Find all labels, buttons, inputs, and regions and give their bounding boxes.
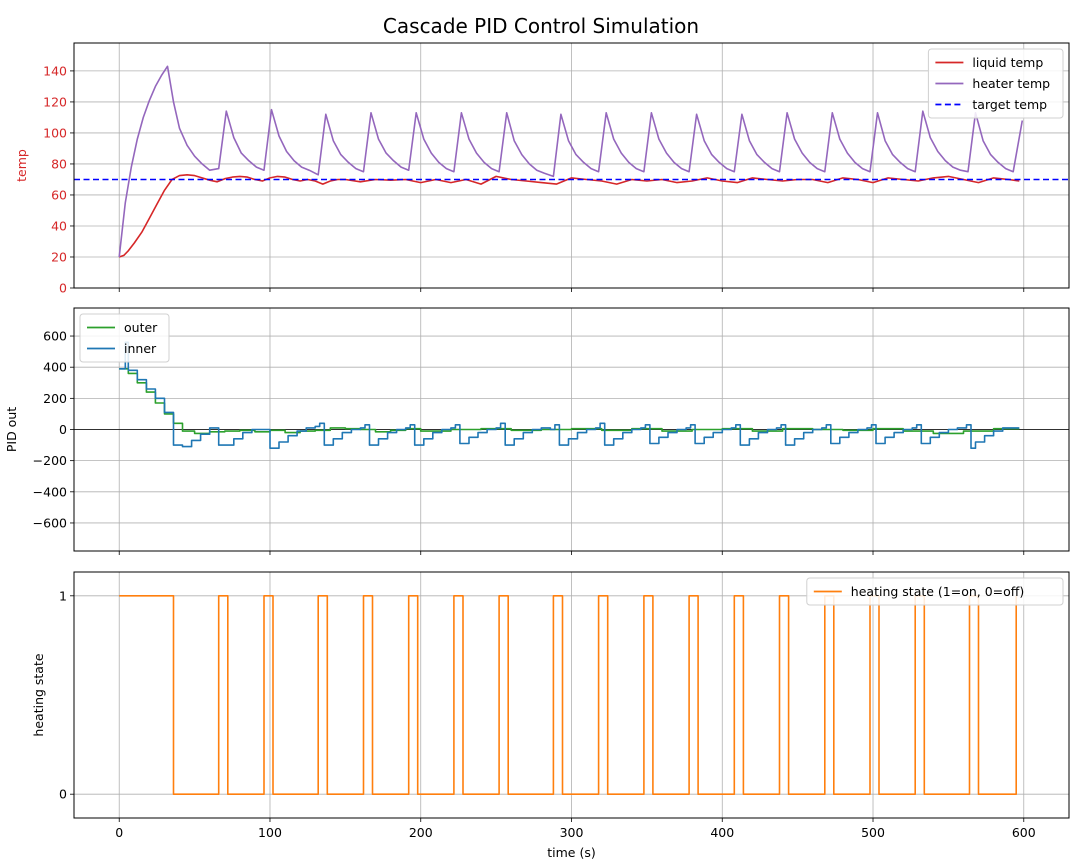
series-line-heating-state-1-on-0-off [119, 595, 1017, 795]
heating-state-panel: heating state time (s) 0 1 0 100 200 300 400 50… [31, 571, 1070, 860]
legend-label: heating state (1=on, 0=off) [851, 584, 1025, 599]
y-tick-label: 0 [59, 281, 67, 296]
plot-area [74, 65, 1069, 258]
y-tick-label: 20 [51, 249, 67, 264]
y-tick-label: 400 [43, 360, 67, 375]
y-tick-label: 120 [43, 94, 67, 109]
legend-box [927, 48, 1064, 119]
y-tick-label: 80 [51, 156, 67, 171]
legend-label: inner [124, 341, 157, 356]
series-line-inner [119, 341, 1020, 449]
series-line-heater-temp [118, 65, 1024, 258]
y-tick-label: 200 [43, 391, 67, 406]
legend: liquid temp heater temp target temp [927, 48, 1064, 119]
legend-label: outer [124, 320, 158, 335]
time-xlabel: time (s) [547, 845, 595, 860]
temperature-panel: temp 0 20 40 60 80 100 120 140 liquid temp heater… [14, 42, 1070, 296]
y-tick-label: 100 [43, 125, 67, 140]
x-tick-label: 200 [409, 825, 433, 840]
plot-area [119, 341, 1020, 449]
heating-state-ylabel: heating state [31, 653, 46, 736]
legend-box [806, 577, 1064, 606]
x-tick-label: 600 [1012, 825, 1036, 840]
y-tick-label: 40 [51, 218, 67, 233]
y-tick-label: 0 [59, 422, 67, 437]
pid-output-ylabel: PID out [4, 407, 19, 452]
temperature-ylabel: temp [14, 149, 29, 182]
figure-title: Cascade PID Control Simulation [383, 14, 699, 38]
pid-output-panel: PID out −600 −400 −200 0 200 400 600 outer inner [4, 307, 1070, 555]
legend-label: heater temp [972, 76, 1050, 91]
x-tick-label: 400 [710, 825, 734, 840]
y-tick-label: −600 [33, 515, 67, 530]
y-tick-label: 0 [59, 787, 67, 802]
x-tick-label: 300 [560, 825, 584, 840]
x-tick-label: 100 [258, 825, 282, 840]
series-line-outer [119, 368, 1020, 435]
y-tick-label: 600 [43, 329, 67, 344]
legend: outer inner [79, 313, 170, 363]
legend-label: target temp [972, 97, 1047, 112]
legend: heating state (1=on, 0=off) [806, 577, 1064, 606]
legend-label: liquid temp [972, 55, 1043, 70]
series-line-liquid-temp [118, 174, 1020, 258]
plot-area [119, 595, 1017, 795]
x-tick-label: 0 [115, 825, 123, 840]
x-tick-label: 500 [861, 825, 885, 840]
legend-box [79, 313, 170, 363]
y-tick-label: 1 [59, 588, 67, 603]
y-tick-label: 140 [43, 63, 67, 78]
y-tick-label: 60 [51, 187, 67, 202]
y-tick-label: −400 [33, 484, 67, 499]
y-tick-label: −200 [33, 453, 67, 468]
